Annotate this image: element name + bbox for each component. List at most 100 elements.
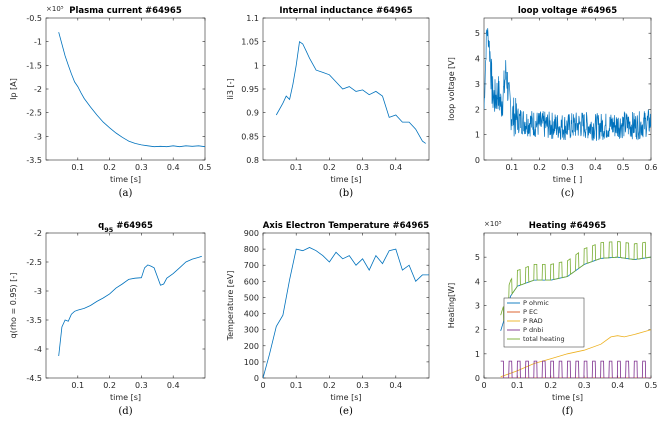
y-tick-label: 500 bbox=[244, 293, 259, 302]
y-tick-label: 5 bbox=[475, 253, 480, 262]
y-tick-label: 1.1 bbox=[246, 14, 259, 23]
y-tick-label: -2.5 bbox=[26, 109, 42, 118]
y-axis-label: li3 [-] bbox=[226, 78, 235, 99]
y-tick-label: 0.8 bbox=[246, 156, 259, 165]
panel-a: 0.1 0.2 0.3 0.4 0.5 -3.5 -3 -2.5 -2 -1.5 -1 -0.5 Pla… bbox=[9, 5, 211, 199]
plot-area bbox=[262, 232, 430, 379]
plot-series bbox=[484, 28, 651, 141]
y-tick-label: 1 bbox=[475, 131, 480, 140]
plot-series bbox=[263, 247, 429, 378]
panel-b: 0.1 0.2 0.3 0.4 0.8 0.85 0.9 0.95 1 1.05 1.1 Intern… bbox=[226, 6, 430, 199]
y-tick-label: 1 bbox=[475, 350, 480, 359]
x-tick-label: 0 bbox=[260, 381, 265, 390]
y-tick-label: -1.5 bbox=[26, 61, 42, 70]
panel-title: Heating #64965 bbox=[529, 221, 606, 231]
title-main: q bbox=[98, 221, 104, 231]
panel-caption: (f) bbox=[562, 406, 574, 417]
y-tick-label: 4 bbox=[475, 55, 480, 64]
panel-title: loop voltage #64965 bbox=[518, 6, 617, 16]
x-axis-label: time [s] bbox=[110, 393, 141, 402]
x-tick-label: 0.4 bbox=[611, 381, 624, 390]
y-tick-label: 100 bbox=[244, 358, 259, 367]
y-tick-label: 600 bbox=[244, 277, 259, 286]
x-axis-label: time [s] bbox=[330, 393, 361, 402]
x-tick-label: 0.2 bbox=[323, 381, 336, 390]
y-tick-label: 0.85 bbox=[241, 132, 259, 141]
panel-c: 0.1 0.2 0.3 0.4 0.5 0.6 0 1 2 3 4 5 loop voltage #64… bbox=[447, 6, 657, 199]
title-rest: #64965 bbox=[113, 221, 153, 231]
y-tick-label: 1.05 bbox=[241, 38, 259, 47]
legend-label: P RAD bbox=[523, 317, 543, 325]
panel-caption: (e) bbox=[339, 406, 353, 417]
y-tick-label: 5 bbox=[475, 29, 480, 38]
series-line bbox=[500, 329, 651, 378]
plot-series bbox=[58, 32, 205, 148]
plot-area bbox=[45, 17, 206, 161]
y-tick-label: 0 bbox=[254, 374, 259, 383]
x-tick-label: 0.1 bbox=[71, 381, 84, 390]
x-tick-label: 0.3 bbox=[135, 163, 148, 172]
x-tick-label: 0.2 bbox=[103, 381, 116, 390]
x-tick-label: 0.5 bbox=[199, 163, 212, 172]
series-line bbox=[500, 241, 651, 322]
y-tick-label: -2.5 bbox=[26, 258, 42, 267]
axis-exponent: ×10⁵ bbox=[46, 5, 64, 13]
panel-caption: (b) bbox=[339, 188, 353, 199]
x-tick-label: 0.4 bbox=[389, 381, 402, 390]
x-tick-label: 0.3 bbox=[135, 381, 148, 390]
y-tick-label: 1 bbox=[254, 61, 259, 70]
y-tick-label: -3 bbox=[34, 132, 42, 141]
y-tick-label: 300 bbox=[244, 326, 259, 335]
y-tick-label: -3 bbox=[34, 287, 42, 296]
plot-series bbox=[275, 40, 426, 144]
y-tick-label: -3.5 bbox=[26, 156, 42, 165]
y-tick-label: 400 bbox=[244, 310, 259, 319]
panel-caption: (a) bbox=[119, 188, 133, 199]
y-tick-label: 700 bbox=[244, 261, 259, 270]
series-line bbox=[275, 40, 426, 144]
x-axis-label: time [s] bbox=[552, 393, 583, 402]
y-tick-label: -2 bbox=[34, 85, 42, 94]
y-tick-label: 0 bbox=[475, 374, 480, 383]
y-tick-label: -4.5 bbox=[26, 374, 42, 383]
plot-area bbox=[45, 232, 206, 379]
panel-d: 0.1 0.2 0.3 0.4 -4.5 -4 -3.5 -3 -2.5 -2 q95 #64965… bbox=[9, 221, 206, 417]
y-tick-label: -4 bbox=[34, 345, 42, 354]
y-tick-label: 0 bbox=[475, 156, 480, 165]
x-tick-label: 0.3 bbox=[356, 163, 369, 172]
x-tick-label: 0.1 bbox=[511, 381, 524, 390]
x-tick-label: 0.2 bbox=[323, 163, 336, 172]
series-line bbox=[484, 28, 651, 141]
y-axis-label: Heating[W] bbox=[447, 283, 456, 329]
x-tick-label: 0.1 bbox=[290, 163, 303, 172]
legend-label: P dnbi bbox=[523, 326, 543, 334]
title-subscript: 95 bbox=[104, 226, 114, 234]
x-tick-label: 0.2 bbox=[103, 163, 116, 172]
panel-title: Plasma current #64965 bbox=[69, 6, 182, 16]
plot-series bbox=[500, 241, 651, 378]
y-axis-label: Temperature [eV] bbox=[226, 271, 235, 342]
y-tick-label: 900 bbox=[244, 229, 259, 238]
y-tick-label: 0.9 bbox=[246, 109, 259, 118]
plot-series bbox=[58, 255, 202, 357]
y-tick-label: -0.5 bbox=[26, 14, 42, 23]
y-tick-label: -1 bbox=[34, 38, 42, 47]
x-tick-label: 0.5 bbox=[617, 163, 630, 172]
y-axis-label: loop voltage [V] bbox=[447, 57, 456, 121]
panel-title: q95 #64965 bbox=[98, 221, 153, 234]
x-axis-label: time [s] bbox=[330, 175, 361, 184]
x-tick-label: 0.2 bbox=[544, 381, 557, 390]
x-axis-label: time [s] bbox=[110, 175, 141, 184]
y-tick-label: 3 bbox=[475, 302, 480, 311]
series-line bbox=[500, 360, 651, 378]
legend-label: total heating bbox=[523, 335, 565, 343]
panel-title: Axis Electron Temperature #64965 bbox=[263, 221, 429, 231]
y-tick-label: -2 bbox=[34, 229, 42, 238]
x-tick-label: 0.3 bbox=[561, 163, 574, 172]
y-tick-label: 3 bbox=[475, 80, 480, 89]
y-tick-label: 2 bbox=[475, 326, 480, 335]
series-line bbox=[58, 255, 202, 357]
x-tick-label: 0.1 bbox=[505, 163, 518, 172]
x-tick-label: 0.3 bbox=[356, 381, 369, 390]
